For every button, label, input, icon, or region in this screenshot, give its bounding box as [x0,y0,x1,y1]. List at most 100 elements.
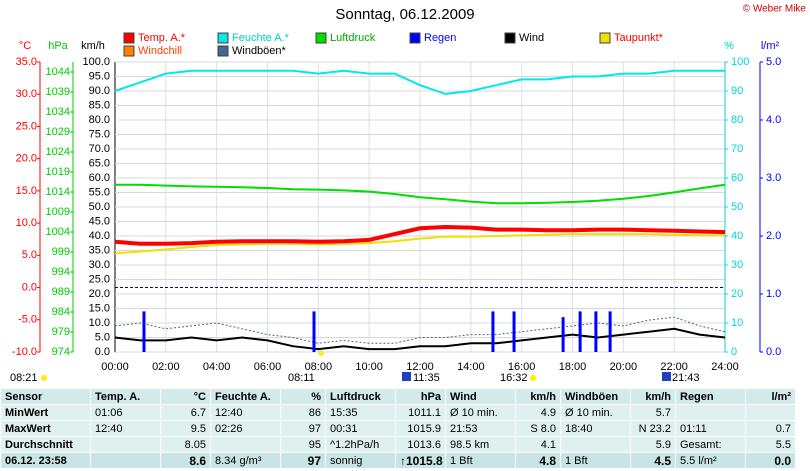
y-tick-label: 974 [52,346,70,358]
legend-swatch [217,32,229,44]
cell-note: 01:06 [90,404,161,421]
y-tick-label: 1009 [46,206,70,218]
data-row: 06.12. 23:58 8.6 8.34 g/m³ 97 sonnig ↑1015.8 1… [0,452,796,469]
cell-note: 12:40 [90,420,161,437]
credit: © Weber Mike [743,4,807,15]
y-tick-label: 30.0 [89,259,110,271]
header-cell: km/h [515,388,561,405]
y-tick-label: 65.0 [89,157,110,169]
cell-value: 97 [280,452,326,469]
sun-label: 08:11 [288,372,315,384]
cell-note: 12:40 [210,404,281,421]
legend-swatch [315,32,327,44]
y-tick-label: 0.0 [766,346,781,358]
cell-note: 1 Bft [560,452,631,469]
legend-label: Taupunkt* [614,32,664,44]
chart: Sonntag, 06.12.2009 © Weber Mike 08:21 0… [10,4,807,384]
rain-bar [312,311,316,352]
cell-note: 8.34 g/m³ [210,452,281,469]
y-tick-label: 4.0 [766,114,781,126]
cell-value: 5.5 [745,436,796,453]
header-row: Sensor Temp. A. °C Feuchte A.% Luftdruck hPa W… [0,388,796,405]
sun-label: 21:43 [672,372,700,384]
y-tick-label: 75.0 [89,128,110,140]
cell-note: ^1.2hPa/h [325,436,396,453]
y-tick-label: 100 [731,56,749,68]
cell-value: 6.7 [160,404,211,421]
y-tick-label: 15.0 [16,185,37,197]
cell-value: 86 [280,404,326,421]
data-row: MaxWert 12:40 9.5 02:26 97 00:31 1015.9 21:53 S … [0,420,796,437]
series-line [114,327,726,351]
cell-note: sonnig [325,452,396,469]
y-tick-label: 25.0 [16,120,37,132]
cell-note: 98.5 km [445,436,516,453]
cell-note [210,436,281,453]
row-label: MinWert [0,404,91,421]
header-cell: % [280,388,326,405]
cell-value: N 23.2 [630,420,676,437]
y-tick-label: 20.0 [89,288,110,300]
cell-value: 97 [280,420,326,437]
y-tick-label: 984 [52,306,70,318]
cell-note: Ø 10 min. [560,404,631,421]
series-line [114,316,726,344]
x-tick-label: 10:00 [355,361,383,373]
y-tick-label: 30 [731,259,743,271]
y-tick-label: 40 [731,230,743,242]
legend-label: Windchill [138,45,182,57]
y-tick-label: 35.0 [16,56,37,68]
sun-label: 08:21 [10,372,38,384]
rain-bar [142,311,146,352]
legend-label: Regen [424,32,456,44]
x-tick-label: 04:00 [203,361,231,373]
cell-value: 0.0 [745,452,796,469]
row-label: MaxWert [0,420,91,437]
y-tick-label: 100.0 [82,56,110,68]
sun-icon [41,375,47,381]
series-line [114,224,726,246]
axis-label: km/h [81,40,105,52]
cell-note: 02:26 [210,420,281,437]
rain-bar [491,311,495,352]
rain-bar [594,311,598,352]
data-row: Durchschnitt 8.05 95 ^1.2hPa/h 1013.6 98.5 km… [0,436,796,453]
legend-swatch [409,32,421,44]
legend-swatch [217,45,229,57]
header-cell: °C [160,388,211,405]
legend-label: Luftdruck [330,32,376,44]
y-tick-label: 10 [731,317,743,329]
y-tick-label: 45.0 [89,215,110,227]
y-tick-label: 979 [52,326,70,338]
y-tick-label: 10.0 [16,217,37,229]
y-tick-label: 55.0 [89,186,110,198]
axis-label: hPa [48,40,68,52]
legend-label: Windböen* [232,45,287,57]
cell-value: 95 [280,436,326,453]
sun-label: 16:32 [500,372,528,384]
x-tick-label: 12:00 [406,361,434,373]
y-tick-label: 1004 [46,226,70,238]
y-tick-label: 1.0 [766,288,781,300]
axis-label: l/m² [761,40,780,52]
rain-bar [578,311,582,352]
y-tick-label: 3.0 [766,172,781,184]
y-tick-label: 15.0 [89,302,110,314]
cell-note: 15:35 [325,404,396,421]
cell-note [90,436,161,453]
rain-bar [608,311,612,352]
cell-value: 8.6 [160,452,211,469]
legend-label: Feuchte A.* [232,32,290,44]
y-tick-label: 95.0 [89,70,110,82]
y-tick-label: 70.0 [89,143,110,155]
y-tick-label: 0.0 [22,281,37,293]
cell-note [90,452,161,469]
y-tick-label: 80.0 [89,114,110,126]
y-tick-label: 1039 [46,86,70,98]
y-tick-label: 1019 [46,166,70,178]
rain-bar [561,317,565,352]
header-cell: km/h [630,388,676,405]
summary-table: Sensor Temp. A. °C Feuchte A.% Luftdruck hPa W… [0,388,796,469]
y-tick-label: 1034 [46,106,70,118]
x-tick-label: 16:00 [508,361,536,373]
